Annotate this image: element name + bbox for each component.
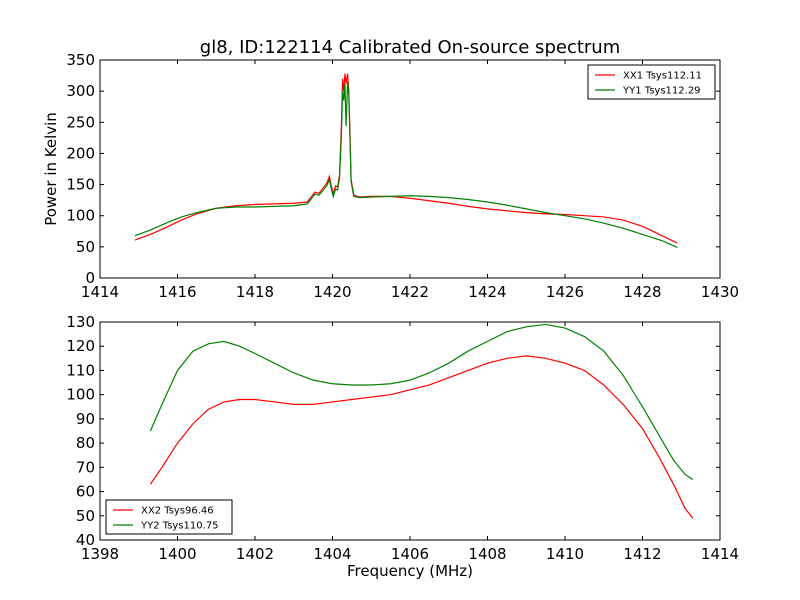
y-tick-label: 110: [66, 361, 95, 379]
x-tick-label: 1428: [623, 283, 661, 301]
x-tick-label: 1414: [81, 283, 119, 301]
series-line-2-1: [149, 355, 694, 519]
bottom-panel: 1398 1400 1402 1404 1406 1408 1410 1412 1414 40 50…: [66, 313, 739, 580]
y-tick-label: 80: [76, 434, 95, 452]
y-tick-label: 250: [66, 113, 95, 131]
y-tick-label: 60: [76, 483, 95, 501]
y-tick-label: 100: [66, 386, 95, 404]
x-tick-label: 1416: [158, 283, 196, 301]
y-tick-label: 350: [66, 51, 95, 69]
y-tick-label: 90: [76, 410, 95, 428]
x-axis-label: Frequency (MHz): [347, 562, 473, 580]
y-tick-label: 150: [66, 176, 95, 194]
legend: XX1 Tsys112.11 YY1 Tsys112.29: [587, 64, 716, 100]
top-panel: 1414 1416 1418 1420 1422 1424 1426 1428 1430 0 50 1…: [42, 51, 739, 301]
series-line-1-2: [134, 81, 678, 249]
x-tick-label: 1414: [701, 545, 739, 563]
x-tick-label: 1398: [81, 545, 119, 563]
y-tick-label: 200: [66, 144, 95, 162]
x-tick-label: 1412: [623, 545, 661, 563]
y-axis-label: Power in Kelvin: [42, 112, 60, 226]
y-tick-label: 120: [66, 337, 95, 355]
x-tick-label: 1400: [158, 545, 196, 563]
series-line-2-2: [149, 323, 694, 480]
legend: XX2 Tsys96.46 YY2 Tsys110.75: [105, 499, 233, 535]
figure-title: gl8, ID:122114 Calibrated On-source spec…: [200, 37, 620, 58]
legend-box: [105, 499, 233, 535]
x-tick-label: 1420: [313, 283, 351, 301]
legend-label: YY1 Tsys112.29: [622, 86, 701, 97]
legend-label: XX2 Tsys96.46: [141, 506, 214, 517]
x-tick-label: 1402: [236, 545, 274, 563]
x-tick-label: 1404: [313, 545, 351, 563]
y-tick-label: 100: [66, 207, 95, 225]
y-tick-label: 300: [66, 82, 95, 100]
y-tick-label: 40: [76, 531, 95, 549]
x-tick-label: 1418: [236, 283, 274, 301]
legend-box: [587, 64, 716, 100]
x-tick-label: 1406: [391, 545, 429, 563]
y-tick-label: 130: [66, 313, 95, 331]
x-tick-label: 1426: [546, 283, 584, 301]
x-tick-label: 1422: [391, 283, 429, 301]
series-line-1-1: [134, 73, 678, 244]
y-tick-label: 50: [76, 238, 95, 256]
x-tick-label: 1430: [701, 283, 739, 301]
y-tick-label: 0: [85, 269, 95, 287]
legend-label: XX1 Tsys112.11: [623, 71, 702, 82]
legend-label: YY2 Tsys110.75: [140, 521, 219, 532]
x-tick-label: 1410: [546, 545, 584, 563]
x-tick-label: 1408: [468, 545, 506, 563]
y-tick-label: 70: [76, 458, 95, 476]
y-tick-label: 50: [76, 507, 95, 525]
x-tick-label: 1424: [468, 283, 506, 301]
